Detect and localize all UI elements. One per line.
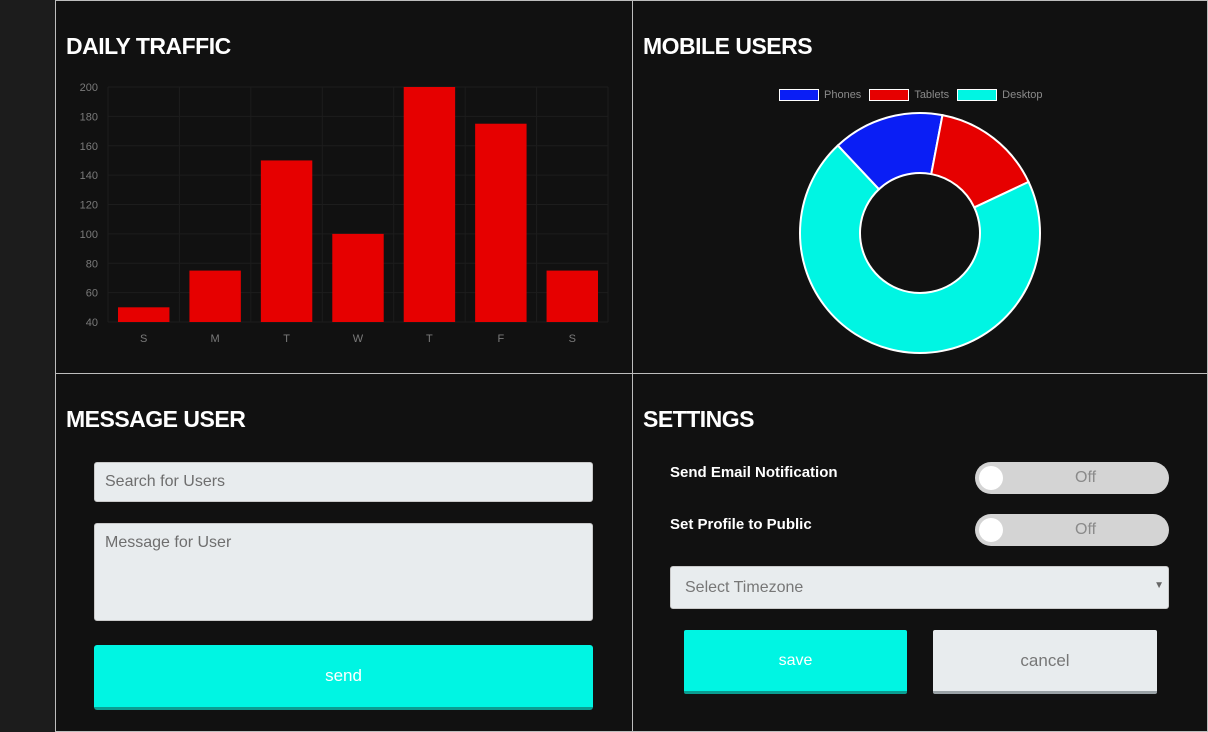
legend-label-desktop: Desktop bbox=[1002, 89, 1043, 101]
legend-item-tablets: Tablets bbox=[869, 89, 949, 101]
bar bbox=[118, 307, 170, 322]
settings-panel: SETTINGS Send Email Notification Off Set… bbox=[632, 373, 1208, 732]
toggle-knob bbox=[979, 466, 1003, 490]
sidebar bbox=[0, 0, 55, 732]
bar bbox=[189, 270, 241, 322]
y-tick-label: 200 bbox=[80, 82, 98, 94]
legend-swatch-tablets bbox=[869, 89, 910, 101]
message-user-title: MESSAGE USER bbox=[66, 406, 246, 432]
x-tick-label: S bbox=[569, 333, 576, 345]
timezone-select-value: Select Timezone bbox=[685, 579, 804, 596]
y-tick-label: 180 bbox=[80, 111, 98, 123]
x-tick-label: F bbox=[497, 333, 504, 345]
bar bbox=[332, 233, 384, 322]
message-textarea[interactable] bbox=[94, 523, 593, 621]
daily-traffic-title: DAILY TRAFFIC bbox=[66, 33, 231, 59]
cancel-button[interactable]: cancel bbox=[933, 630, 1157, 694]
save-button[interactable]: save bbox=[684, 630, 907, 694]
timezone-select[interactable]: Select Timezone ▼ bbox=[670, 566, 1169, 609]
daily-traffic-panel: DAILY TRAFFIC 40 60 80 100 120 140 160 180 200 S M… bbox=[55, 0, 633, 374]
y-tick-label: 80 bbox=[86, 258, 98, 270]
settings-title: SETTINGS bbox=[643, 406, 755, 432]
bar bbox=[475, 123, 527, 322]
y-tick-label: 60 bbox=[86, 288, 98, 300]
x-tick-label: W bbox=[353, 333, 364, 345]
email-notification-label: Send Email Notification bbox=[670, 464, 838, 481]
donut-slice-desktop bbox=[799, 144, 1041, 354]
x-tick-label: M bbox=[211, 333, 220, 345]
x-tick-label: T bbox=[283, 333, 290, 345]
bar bbox=[546, 270, 598, 322]
y-tick-label: 140 bbox=[80, 170, 98, 182]
y-tick-label: 160 bbox=[80, 141, 98, 153]
bar bbox=[260, 160, 313, 322]
toggle-state-text: Off bbox=[1075, 521, 1097, 538]
toggle-state-text: Off bbox=[1075, 469, 1097, 486]
daily-traffic-chart: 40 60 80 100 120 140 160 180 200 S M T W T F S bbox=[80, 82, 609, 345]
message-user-panel: MESSAGE USER send bbox=[55, 373, 633, 732]
mobile-users-title: MOBILE USERS bbox=[643, 33, 813, 59]
legend-item-phones: Phones bbox=[779, 89, 861, 101]
mobile-users-chart bbox=[799, 112, 1041, 354]
y-tick-label: 100 bbox=[80, 229, 98, 241]
legend-label-phones: Phones bbox=[824, 89, 862, 101]
mobile-users-panel: MOBILE USERS Phones Tablets Desktop bbox=[632, 0, 1208, 374]
send-button[interactable]: send bbox=[94, 645, 593, 710]
x-tick-label: T bbox=[426, 333, 433, 345]
y-tick-label: 120 bbox=[80, 200, 98, 212]
legend-swatch-desktop bbox=[957, 89, 998, 101]
legend-swatch-phones bbox=[779, 89, 819, 101]
bar bbox=[403, 87, 456, 322]
caret-down-icon: ▼ bbox=[1154, 580, 1164, 591]
chart-legend: Phones Tablets Desktop bbox=[779, 89, 1043, 101]
y-tick-label: 40 bbox=[86, 317, 98, 329]
legend-item-desktop: Desktop bbox=[957, 89, 1043, 101]
public-profile-label: Set Profile to Public bbox=[670, 516, 812, 533]
x-tick-label: S bbox=[140, 333, 147, 345]
public-profile-toggle[interactable]: Off bbox=[975, 514, 1169, 546]
legend-label-tablets: Tablets bbox=[914, 89, 950, 101]
search-users-input[interactable] bbox=[94, 462, 593, 502]
toggle-knob bbox=[979, 518, 1003, 542]
email-notification-toggle[interactable]: Off bbox=[975, 462, 1169, 494]
